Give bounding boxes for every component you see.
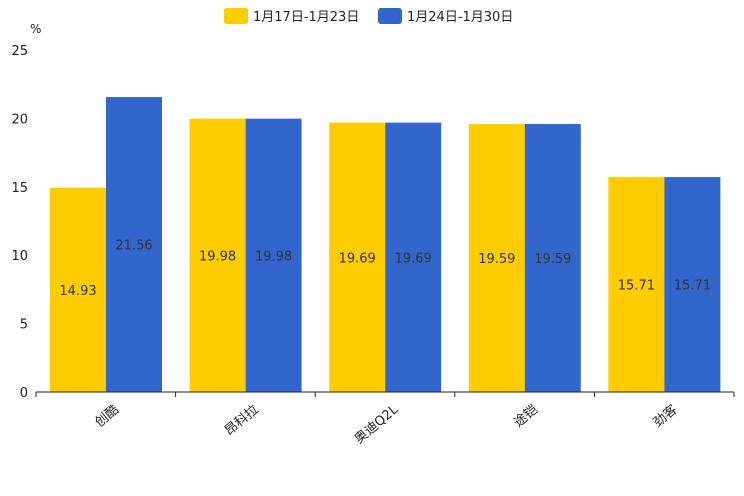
legend-label: 1月17日-1月23日 <box>253 10 359 25</box>
x-tick-label: 昂科拉 <box>222 402 262 439</box>
y-axis-unit: % <box>30 22 41 36</box>
bar <box>50 187 106 392</box>
data-label: 15.71 <box>674 279 711 294</box>
y-tick-label: 10 <box>11 249 28 264</box>
legend-swatch <box>378 8 402 24</box>
bar <box>608 177 665 392</box>
y-tick-label: 0 <box>20 386 28 401</box>
y-tick-label: 15 <box>11 181 28 196</box>
x-tick-label: 劲客 <box>650 402 680 431</box>
y-axis-ticks: 0 5 10 15 20 25 <box>11 44 28 401</box>
data-label: 21.56 <box>115 239 152 254</box>
x-tick-label: 创酷 <box>92 402 122 430</box>
data-labels: 14.93 21.56 19.98 19.98 19.69 19.69 19.59 19.59… <box>59 239 711 299</box>
data-label: 19.59 <box>478 252 515 267</box>
bars <box>50 97 721 393</box>
data-label: 15.71 <box>618 279 655 294</box>
data-label: 19.69 <box>339 251 376 266</box>
x-axis-ticks: 创酷 昂科拉 奥迪Q2L 途铠 劲客 <box>35 392 735 447</box>
bar <box>468 124 525 393</box>
data-label: 14.93 <box>59 284 96 299</box>
data-label: 19.59 <box>534 252 571 267</box>
bar <box>664 177 721 392</box>
data-label: 19.69 <box>395 251 432 266</box>
legend-label: 1月24日-1月30日 <box>407 10 513 25</box>
y-tick-label: 25 <box>11 44 28 59</box>
y-tick-label: 20 <box>11 112 28 127</box>
bar <box>329 122 386 392</box>
bar <box>245 118 302 393</box>
bar <box>189 118 246 393</box>
y-tick-label: 5 <box>20 318 28 333</box>
x-tick-label: 奥迪Q2L <box>352 402 402 447</box>
bar <box>524 124 581 393</box>
data-label: 19.98 <box>199 249 236 264</box>
data-label: 19.98 <box>255 249 292 264</box>
bar <box>385 122 442 392</box>
legend-swatch <box>224 8 248 24</box>
legend: 1月17日-1月23日 1月24日-1月30日 <box>224 8 513 25</box>
bar <box>106 97 162 392</box>
x-tick-label: 途铠 <box>511 402 541 431</box>
